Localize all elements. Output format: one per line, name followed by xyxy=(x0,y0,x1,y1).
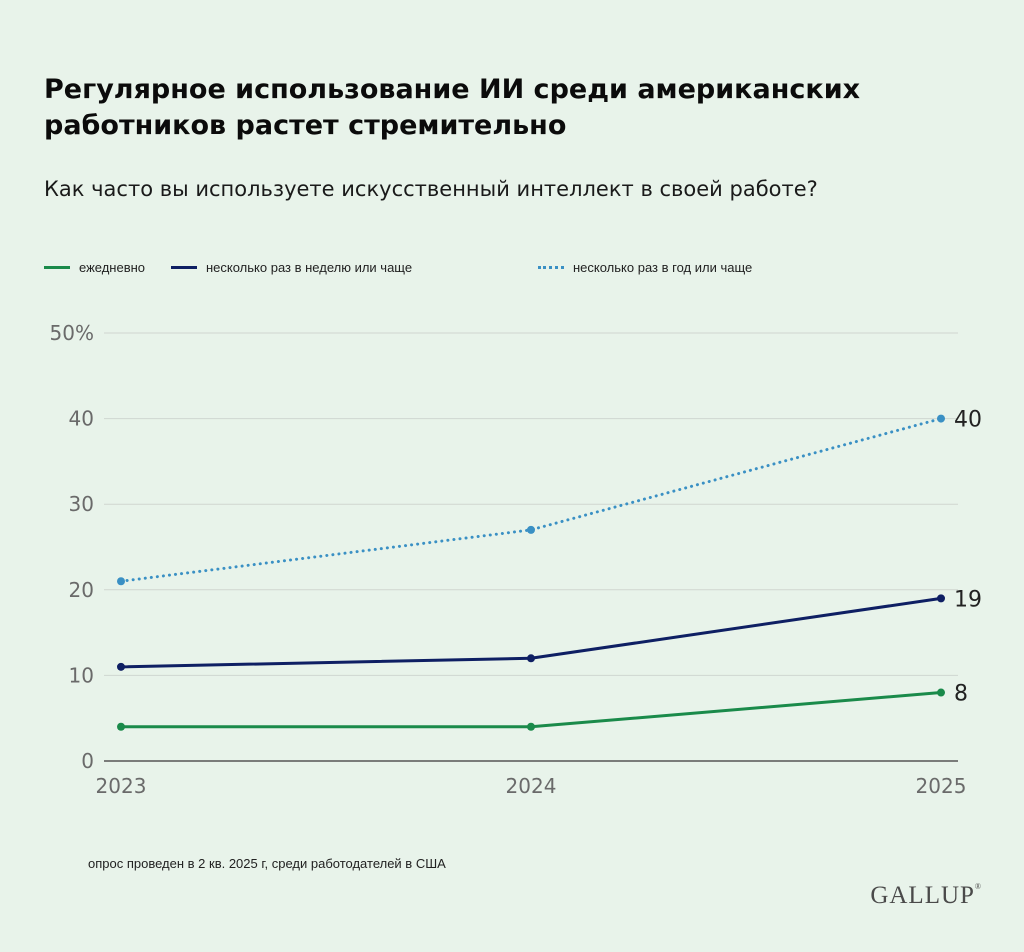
y-tick-label: 30 xyxy=(69,492,94,516)
legend-swatch-weekly xyxy=(171,266,197,269)
series-lines xyxy=(117,414,945,731)
data-point xyxy=(937,594,945,603)
x-tick-label: 2023 xyxy=(96,774,147,798)
data-point xyxy=(117,577,125,586)
series-line xyxy=(119,417,943,583)
chart-subtitle: Как часто вы используете искусственный и… xyxy=(44,177,818,201)
x-axis-ticks: 2023 2024 2025 xyxy=(96,774,967,798)
x-tick-label: 2024 xyxy=(506,774,557,798)
gallup-logo: GALLUP® xyxy=(870,882,982,909)
end-value-label: 8 xyxy=(954,682,968,707)
data-point xyxy=(117,662,125,671)
data-point xyxy=(527,654,535,663)
legend-item-daily: ежедневно xyxy=(44,260,145,275)
data-point xyxy=(117,722,125,731)
y-axis-ticks: 0 10 20 30 40 50% xyxy=(50,321,94,773)
legend-swatch-yearly xyxy=(538,266,564,269)
data-point xyxy=(527,722,535,731)
end-labels: 8 19 40 xyxy=(954,408,982,707)
data-point xyxy=(527,525,535,534)
legend-item-weekly: несколько раз в неделю или чаще xyxy=(171,260,412,275)
y-tick-label: 20 xyxy=(69,578,94,602)
line-chart: 0 10 20 30 40 50% 2023 2024 2025 8 19 40 xyxy=(50,321,982,798)
series-line xyxy=(119,691,943,729)
footnote: опрос проведен в 2 кв. 2025 г, среди раб… xyxy=(88,856,446,871)
y-tick-label: 0 xyxy=(81,749,94,773)
y-tick-label: 50% xyxy=(50,321,94,345)
x-tick-label: 2025 xyxy=(916,774,967,798)
legend-label-weekly: несколько раз в неделю или чаще xyxy=(206,260,413,275)
end-value-label: 40 xyxy=(954,408,982,433)
end-value-label: 19 xyxy=(954,587,982,612)
legend-swatch-daily xyxy=(44,266,70,269)
data-point xyxy=(937,688,945,697)
y-tick-label: 40 xyxy=(69,407,94,431)
grid-lines xyxy=(104,332,958,762)
legend: ежедневно несколько раз в неделю или чащ… xyxy=(0,260,1024,284)
chart-title: Регулярное использование ИИ среди америк… xyxy=(44,74,861,141)
y-tick-label: 10 xyxy=(69,663,94,687)
legend-label-daily: ежедневно xyxy=(79,260,146,275)
legend-label-yearly: несколько раз в год или чаще xyxy=(573,260,753,275)
legend-item-yearly: несколько раз в год или чаще xyxy=(538,260,752,275)
data-point xyxy=(937,414,945,423)
